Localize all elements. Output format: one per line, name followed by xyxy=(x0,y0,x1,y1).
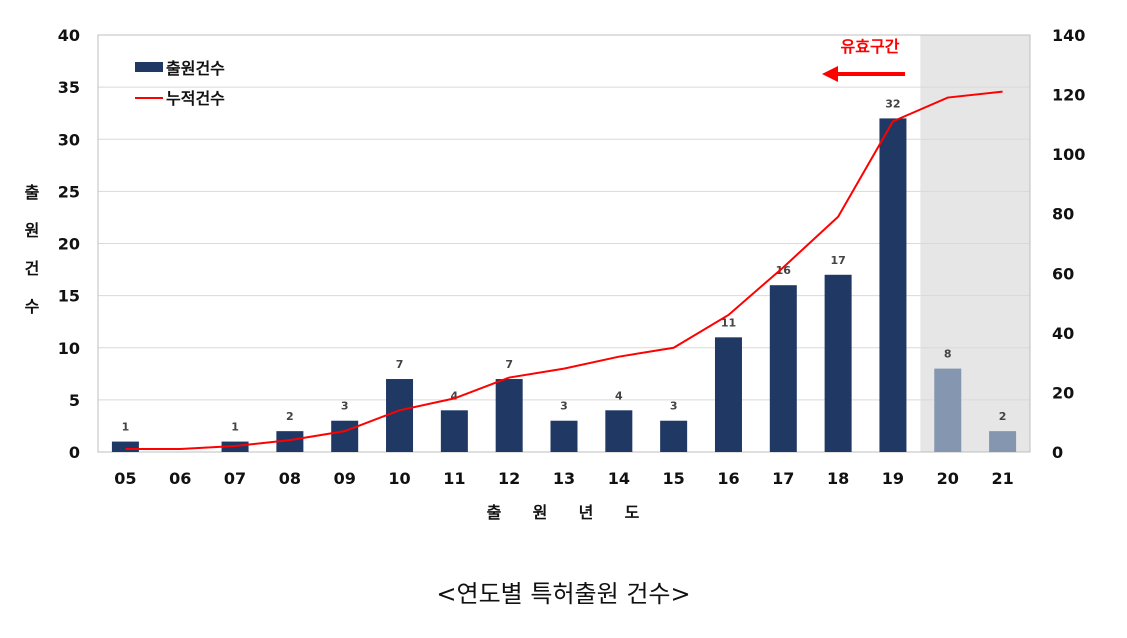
x-tick-label: 11 xyxy=(443,469,465,488)
y-axis-title-char: 출 xyxy=(25,183,40,202)
y-axis-title-char: 건 xyxy=(25,259,40,278)
y2-tick-label: 60 xyxy=(1052,264,1074,283)
x-tick-label: 10 xyxy=(388,469,410,488)
y-tick-label: 5 xyxy=(69,391,80,410)
y2-tick-label: 140 xyxy=(1052,26,1085,45)
x-tick-label: 13 xyxy=(553,469,575,488)
y2-tick-label: 100 xyxy=(1052,145,1085,164)
valid-period-annotation: 유효구간 xyxy=(822,37,905,82)
bar xyxy=(660,420,688,452)
y-tick-label: 15 xyxy=(58,287,80,306)
bar-data-label: 4 xyxy=(615,389,623,402)
y-tick-label: 10 xyxy=(58,339,80,358)
bar-data-label: 7 xyxy=(396,358,404,371)
bar xyxy=(769,285,797,452)
bar xyxy=(989,431,1017,452)
x-axis-title-char: 년 xyxy=(579,503,594,522)
y2-tick-label: 80 xyxy=(1052,205,1074,224)
y2-tick-label: 0 xyxy=(1052,443,1063,462)
bar xyxy=(934,368,962,452)
y-axis-title: 출원건수 xyxy=(25,183,40,316)
right-axis-ticks: 0 20 40 60 80 100 120 140 xyxy=(1052,26,1085,462)
y-tick-label: 40 xyxy=(58,26,80,45)
bar xyxy=(879,118,907,453)
bar-data-label: 1 xyxy=(122,421,130,434)
x-tick-label: 14 xyxy=(608,469,630,488)
y2-tick-label: 40 xyxy=(1052,324,1074,343)
y-tick-label: 35 xyxy=(58,78,80,97)
bar-data-label: 7 xyxy=(505,358,513,371)
bar-data-label: 3 xyxy=(560,400,568,413)
y-axis-title-char: 원 xyxy=(25,221,40,240)
y-tick-label: 30 xyxy=(58,130,80,149)
x-tick-label: 05 xyxy=(114,469,136,488)
y-tick-label: 20 xyxy=(58,235,80,254)
bar xyxy=(276,431,304,452)
x-axis-title-char: 출 xyxy=(487,503,502,522)
y-tick-label: 25 xyxy=(58,182,80,201)
y-axis-title-char: 수 xyxy=(25,297,40,316)
bar-data-label: 17 xyxy=(830,254,845,267)
x-tick-label: 21 xyxy=(991,469,1013,488)
bar xyxy=(386,379,414,452)
bar xyxy=(111,441,139,452)
x-tick-label: 17 xyxy=(772,469,794,488)
x-tick-label: 09 xyxy=(334,469,356,488)
bar xyxy=(714,337,742,452)
bar-data-label: 2 xyxy=(286,410,294,423)
cumulative-line xyxy=(125,90,1003,451)
x-axis-title-char: 원 xyxy=(533,503,548,522)
x-tick-label: 08 xyxy=(279,469,301,488)
bar-data-label: 1 xyxy=(231,421,239,434)
left-axis-ticks: 0 5 10 15 20 25 30 35 40 xyxy=(58,26,80,462)
x-tick-label: 12 xyxy=(498,469,520,488)
x-tick-label: 20 xyxy=(937,469,959,488)
bar-data-label: 2 xyxy=(999,410,1007,423)
bar xyxy=(331,420,359,452)
bar-data-label: 3 xyxy=(341,400,349,413)
bar-data-label: 3 xyxy=(670,400,678,413)
bar-data-label: 32 xyxy=(885,97,900,110)
x-tick-label: 16 xyxy=(717,469,739,488)
x-axis-title-char: 도 xyxy=(625,503,640,522)
bar-data-label: 16 xyxy=(776,264,792,277)
legend-bar-swatch xyxy=(135,62,163,72)
bar xyxy=(824,274,852,452)
bar-data-label: 11 xyxy=(721,316,736,329)
x-tick-label: 18 xyxy=(827,469,849,488)
legend-line-label: 누적건수 xyxy=(166,89,225,108)
valid-period-label: 유효구간 xyxy=(841,37,900,56)
bar-data-label: 8 xyxy=(944,348,952,361)
figure-caption: <연도별 특허출원 건수> xyxy=(436,580,691,608)
x-tick-label: 06 xyxy=(169,469,191,488)
legend: 출원건수 누적건수 xyxy=(135,59,225,108)
x-tick-label: 19 xyxy=(882,469,904,488)
y2-tick-label: 20 xyxy=(1052,383,1074,402)
y2-tick-label: 120 xyxy=(1052,86,1085,105)
y-tick-label: 0 xyxy=(69,443,80,462)
bar xyxy=(605,410,633,452)
legend-bar-label: 출원건수 xyxy=(166,59,225,78)
bar xyxy=(495,379,523,452)
bar xyxy=(440,410,468,452)
bar-series xyxy=(111,118,1017,453)
x-tick-label: 07 xyxy=(224,469,246,488)
bar xyxy=(550,420,578,452)
x-tick-label: 15 xyxy=(663,469,685,488)
arrow-head-icon xyxy=(822,66,838,82)
x-axis-ticks: 05 06 07 08 09 10 11 12 13 14 15 16 17 18 19 20 21 xyxy=(114,469,1013,488)
bar-data-label: 4 xyxy=(451,389,459,402)
